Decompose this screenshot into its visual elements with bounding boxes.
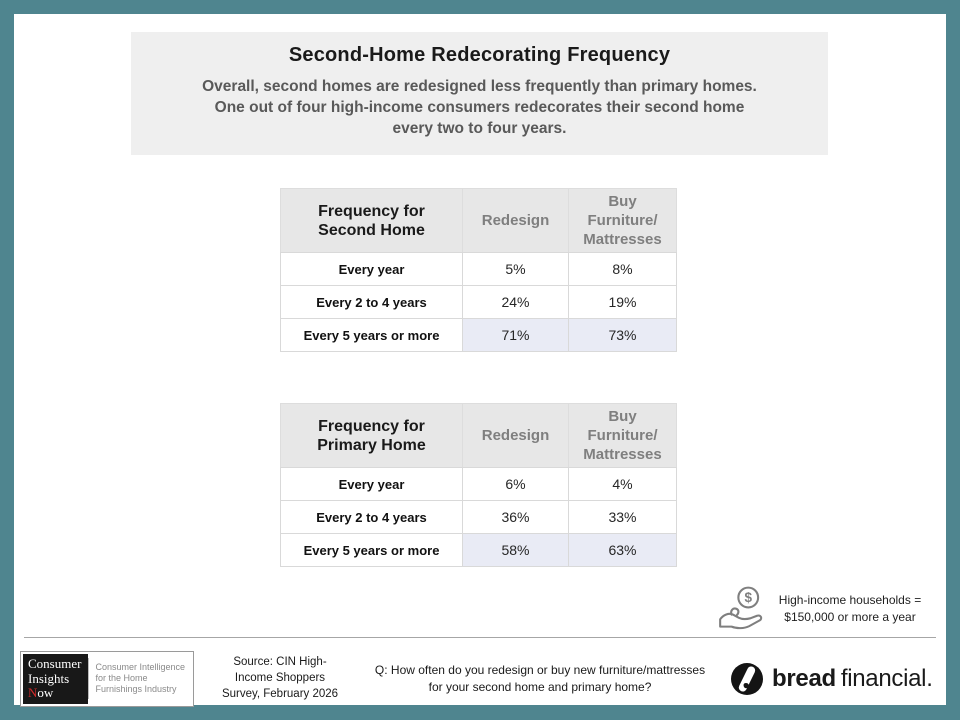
- table-header-row: Frequency for Second Home Redesign Buy F…: [280, 188, 677, 253]
- cin-logo-line: Now: [28, 685, 54, 700]
- cin-logo-line: Insights: [28, 670, 70, 686]
- table-row: Every 2 to 4 years 36% 33%: [280, 500, 677, 534]
- row-label: Every 2 to 4 years: [280, 500, 463, 534]
- subtitle-line: Overall, second homes are redesigned les…: [202, 78, 757, 95]
- column-header-buy: Buy Furniture/ Mattresses: [568, 188, 677, 253]
- header-box: Second-Home Redecorating Frequency Overa…: [131, 32, 828, 155]
- subtitle-line: every two to four years.: [392, 120, 567, 137]
- row-label: Every 2 to 4 years: [280, 285, 463, 319]
- cell-value: 33%: [568, 500, 677, 534]
- cin-tagline-line: for the Home: [95, 673, 148, 684]
- cell-value: 24%: [462, 285, 569, 319]
- question-line: for your second home and primary home?: [428, 680, 652, 694]
- note-line: High-income households =: [778, 593, 922, 607]
- bread-financial-logo: bread financial.: [730, 662, 933, 696]
- column-header-redesign: Redesign: [462, 403, 569, 468]
- source-line: Survey, February 2026: [221, 688, 339, 700]
- table-row-highlighted: Every 5 years or more 58% 63%: [280, 533, 677, 567]
- cell-value: 19%: [568, 285, 677, 319]
- svg-text:$: $: [744, 590, 752, 605]
- bread-financial-icon: [731, 663, 763, 695]
- row-label: Every year: [280, 252, 463, 286]
- column-header-buy: Buy Furniture/ Mattresses: [568, 403, 677, 468]
- cin-logo-wordmark: Consumer Insights Now: [23, 654, 89, 704]
- question-line: Q: How often do you redesign or buy new …: [374, 663, 706, 677]
- table-title-cell: Frequency for Second Home: [280, 188, 463, 253]
- subtitle-line: One out of four high-income consumers re…: [214, 99, 745, 116]
- table-title-cell: Frequency for Primary Home: [280, 403, 463, 468]
- row-label: Every year: [280, 467, 463, 501]
- survey-question-note: Q: How often do you redesign or buy new …: [340, 662, 740, 696]
- cell-value: 71%: [462, 318, 569, 352]
- bread-financial-wordmark: bread financial.: [772, 665, 933, 692]
- primary-home-table: Frequency for Primary Home Redesign Buy …: [280, 403, 677, 567]
- cell-value: 36%: [462, 500, 569, 534]
- cin-logo-line: Consumer: [28, 656, 82, 671]
- column-header-redesign: Redesign: [462, 188, 569, 253]
- slide: Second-Home Redecorating Frequency Overa…: [14, 14, 946, 707]
- cin-logo-tagline: Consumer Intelligence for the Home Furni…: [88, 658, 191, 700]
- cell-value: 8%: [568, 252, 677, 286]
- row-label: Every 5 years or more: [280, 533, 463, 567]
- subtitle: Overall, second homes are redesigned les…: [131, 76, 828, 139]
- table-header-row: Frequency for Primary Home Redesign Buy …: [280, 403, 677, 468]
- table-row-highlighted: Every 5 years or more 71% 73%: [280, 318, 677, 352]
- footer-divider: [24, 637, 936, 638]
- page-title: Second-Home Redecorating Frequency: [288, 44, 671, 66]
- table-row: Every year 6% 4%: [280, 467, 677, 501]
- cell-value: 63%: [568, 533, 677, 567]
- note-text: High-income households = $150,000 or mor…: [774, 592, 926, 626]
- hand-holding-dollar-icon: $: [719, 586, 763, 630]
- table-row: Every year 5% 8%: [280, 252, 677, 286]
- cell-value: 4%: [568, 467, 677, 501]
- source-line: Source: CIN High-: [233, 656, 327, 668]
- cin-tagline-line: Consumer Intelligence: [95, 662, 186, 673]
- cell-value: 5%: [462, 252, 569, 286]
- table-row: Every 2 to 4 years 24% 19%: [280, 285, 677, 319]
- consumer-insights-now-logo: Consumer Insights Now Consumer Intellige…: [20, 651, 195, 707]
- note-line: $150,000 or more a year: [784, 610, 916, 624]
- cell-value: 6%: [462, 467, 569, 501]
- cell-value: 58%: [462, 533, 569, 567]
- high-income-note: $ High-income households = $150,000 or m…: [716, 584, 926, 636]
- row-label: Every 5 years or more: [280, 318, 463, 352]
- cin-tagline-line: Furnishings Industry: [95, 684, 177, 695]
- second-home-table: Frequency for Second Home Redesign Buy F…: [280, 188, 677, 352]
- cell-value: 73%: [568, 318, 677, 352]
- source-line: Income Shoppers: [234, 672, 326, 684]
- source-note: Source: CIN High- Income Shoppers Survey…: [200, 654, 360, 702]
